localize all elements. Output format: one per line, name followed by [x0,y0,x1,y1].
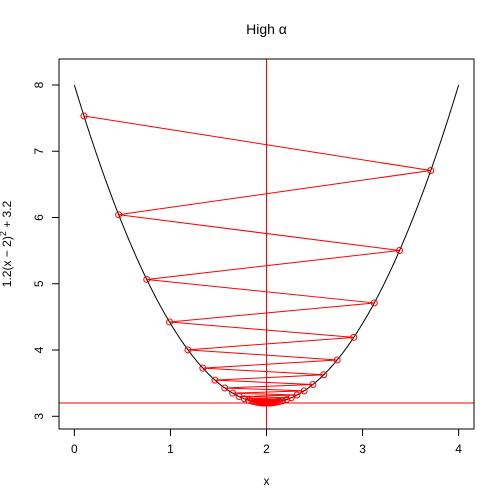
y-tick-label-7: 7 [32,148,46,155]
descent-point-1 [80,112,88,120]
plot-area [59,59,474,429]
descent-point-20 [287,394,295,402]
descent-point-9 [184,346,192,354]
x-axis-title: x [264,474,270,488]
x-tick-label-1: 1 [167,442,174,456]
descent-point-10 [333,356,341,364]
x-axis: 0 1 2 3 4 [71,428,462,456]
descent-point-7 [166,318,173,326]
y-tick-label-8: 8 [32,81,46,88]
descent-point-21 [240,395,248,403]
x-tick-label-3: 3 [359,442,366,456]
descent-point-6 [370,299,378,307]
y-tick-label-4: 4 [32,346,46,353]
descent-point-18 [293,391,301,399]
x-tick-label-0: 0 [71,442,78,456]
chart-title: High α [246,21,287,37]
x-tick-label-4: 4 [455,442,462,456]
descent-point-22 [282,396,290,404]
x-tick-label-2: 2 [263,442,270,456]
descent-point-14 [309,380,317,388]
y-tick-label-6: 6 [32,214,46,221]
plot-content [59,59,474,429]
descent-point-25 [248,397,256,405]
descent-point-3 [115,211,123,219]
descent-point-5 [143,275,151,283]
descent-point-13 [211,376,219,384]
descent-point-23 [245,396,253,404]
y-axis: 3 4 5 6 7 8 [32,81,60,420]
y-tick-label-5: 5 [32,280,46,287]
descent-point-17 [229,389,237,397]
descent-point-12 [320,371,328,379]
descent-point-2 [427,167,435,175]
descent-point-11 [199,364,207,372]
y-axis-title-main: 1.2(x − 2) [0,236,14,287]
y-axis-title: 1.2(x − 2)2 + 3.2 [0,200,14,287]
y-tick-label-3: 3 [32,413,46,420]
descent-point-15 [221,384,229,392]
descent-point-4 [396,246,404,254]
y-axis-title-rest: + 3.2 [0,200,14,231]
descent-point-8 [350,333,358,341]
descent-point-60 [263,399,271,407]
y-axis-title-exponent: 2 [0,231,8,236]
descent-point-16 [300,387,308,395]
